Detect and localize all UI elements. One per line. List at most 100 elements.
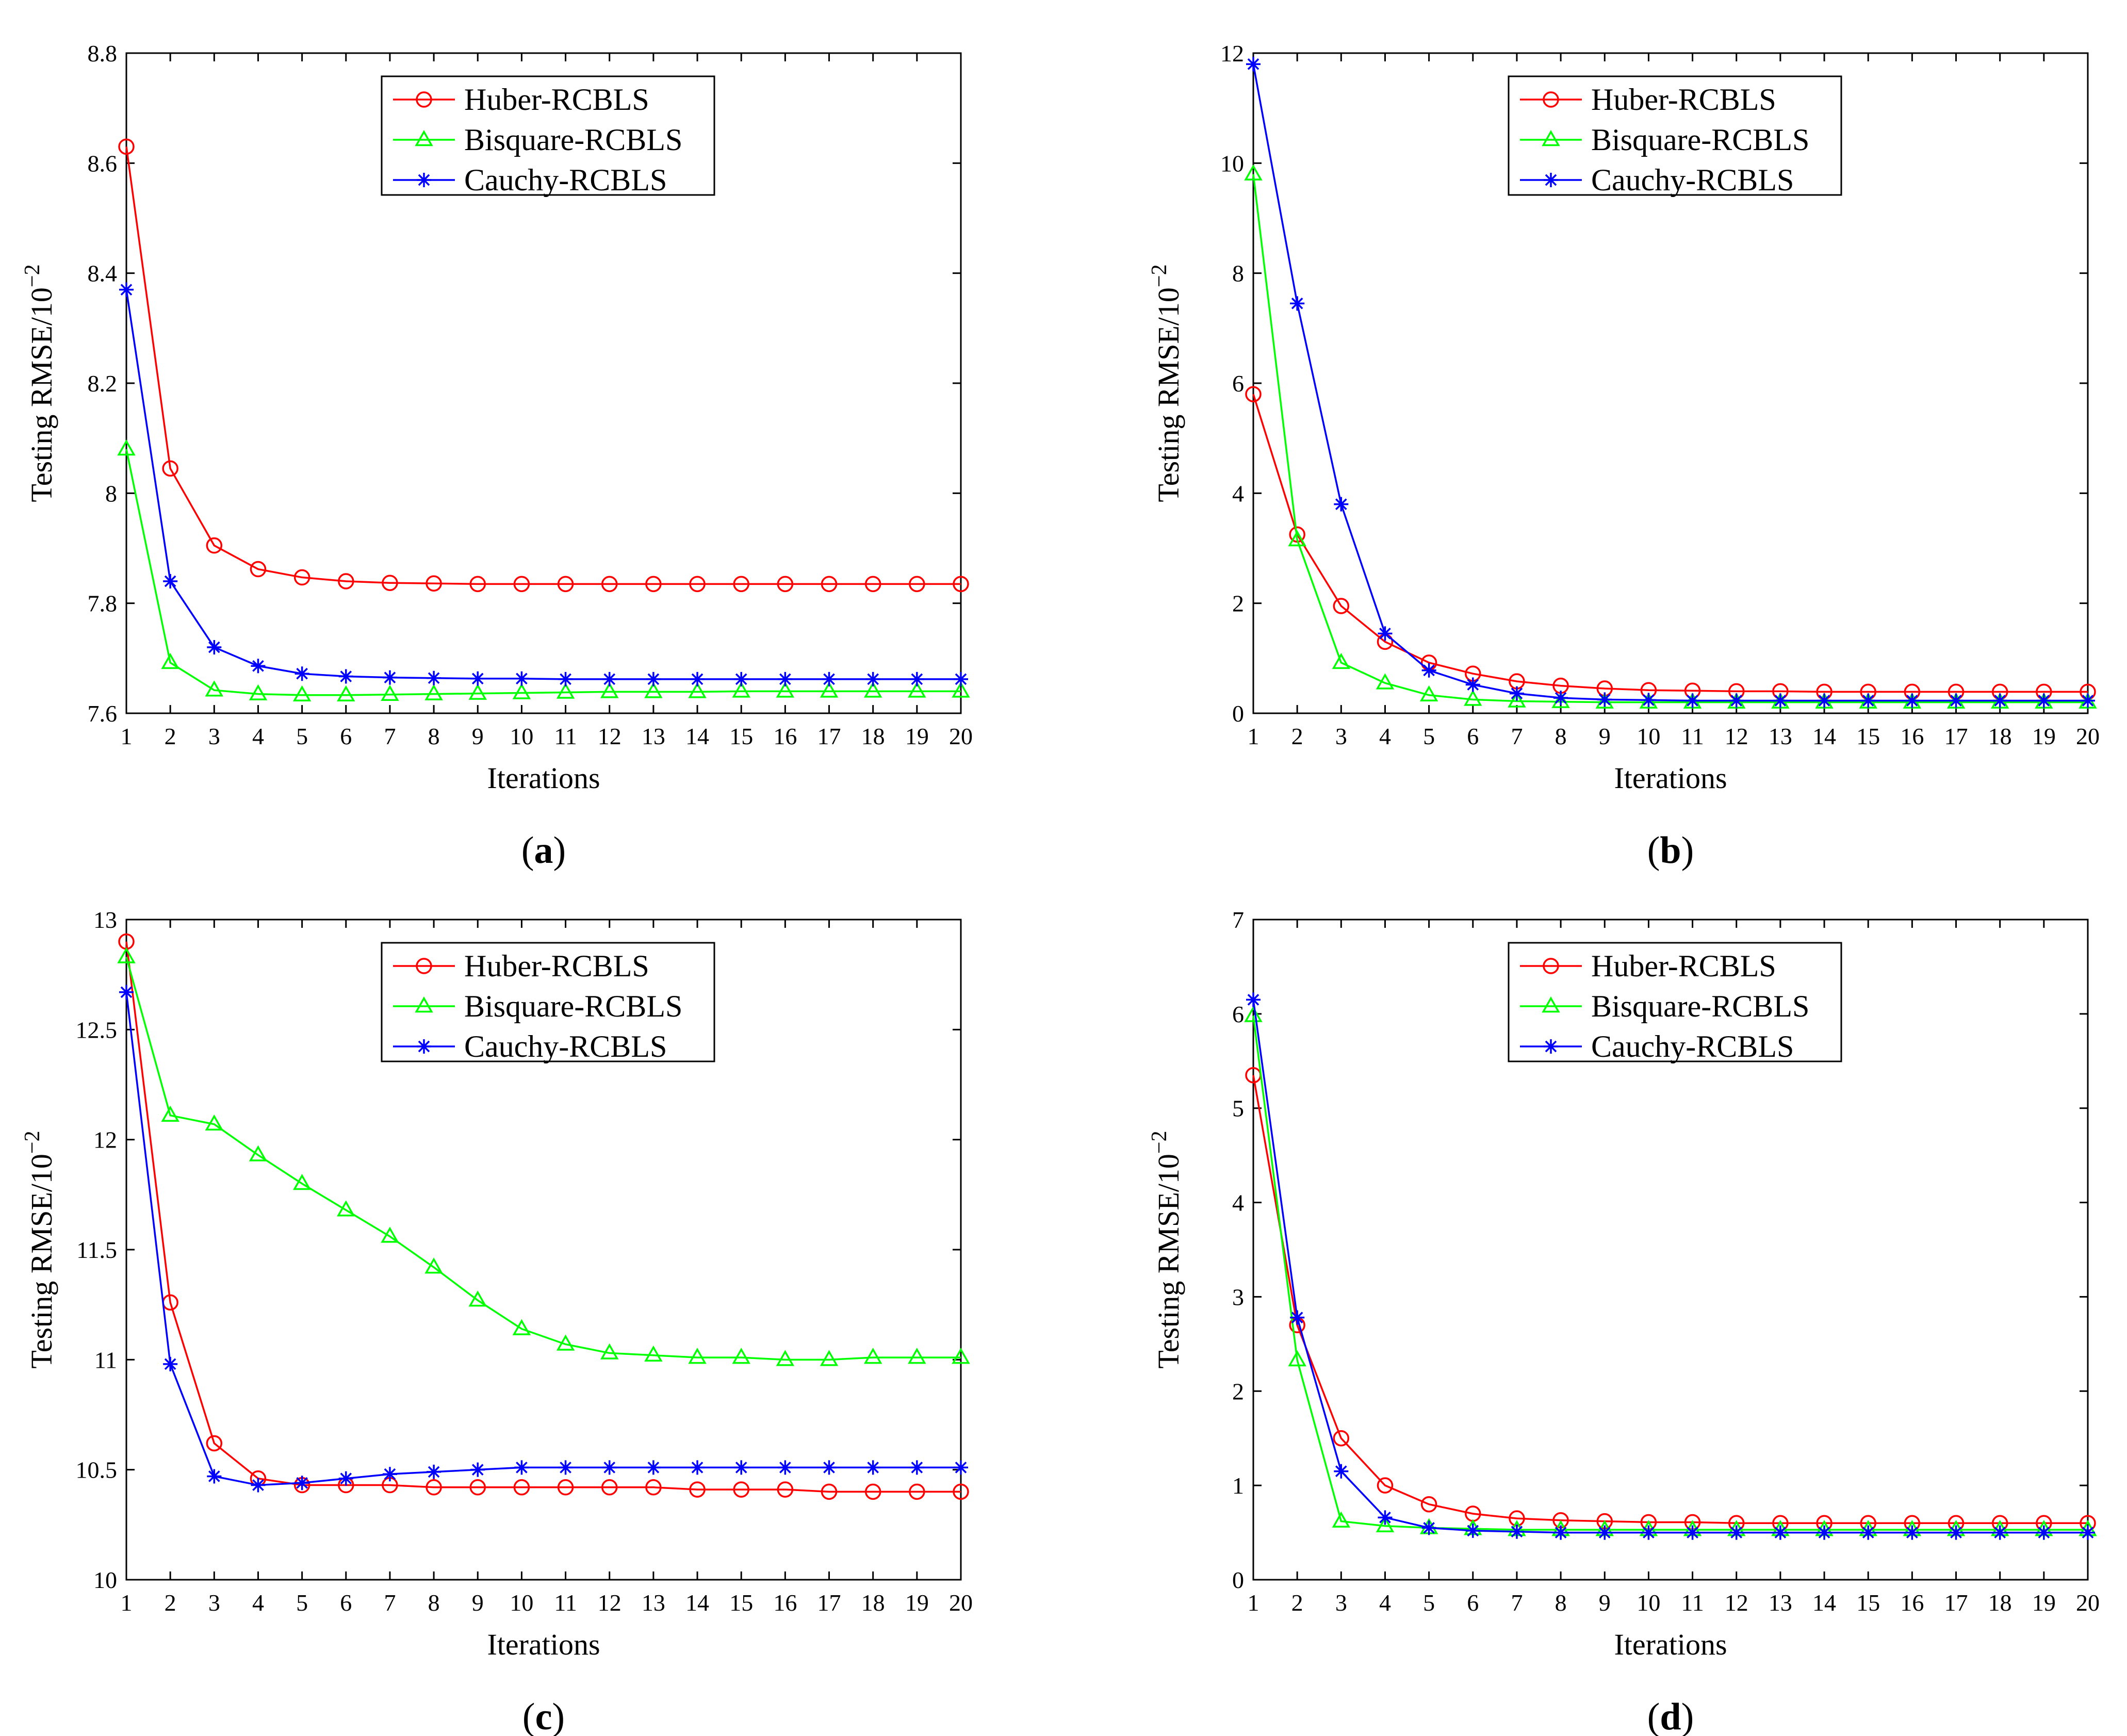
x-tick-label: 14 bbox=[685, 723, 709, 749]
data-point bbox=[468, 1290, 487, 1307]
data-point bbox=[1465, 677, 1480, 692]
x-tick-label: 3 bbox=[1335, 1590, 1347, 1616]
data-point bbox=[512, 683, 531, 699]
data-point bbox=[117, 947, 136, 963]
x-tick-label: 8 bbox=[1555, 1590, 1567, 1616]
y-axis-label-exponent: −2 bbox=[1148, 1131, 1171, 1154]
x-tick-label: 6 bbox=[340, 1590, 352, 1616]
data-point bbox=[864, 576, 881, 593]
x-tick-label: 2 bbox=[1291, 1590, 1303, 1616]
x-tick-label: 9 bbox=[472, 723, 484, 749]
legend-marker bbox=[416, 91, 432, 108]
x-tick-label: 14 bbox=[1812, 723, 1836, 749]
data-point bbox=[734, 1460, 749, 1475]
panel-label: (c) bbox=[522, 1696, 565, 1736]
chart-panel-a: 1 2 3 4 5 6 7 8 9 10 11 12 13 14 15 16 17 18 19 207.67.888.… bbox=[21, 40, 973, 872]
legend-marker bbox=[415, 130, 433, 146]
data-point bbox=[776, 681, 795, 698]
data-point bbox=[338, 669, 353, 684]
x-tick-label: 10 bbox=[510, 723, 533, 749]
data-point bbox=[162, 460, 178, 477]
x-axis-label: Iterations bbox=[487, 761, 600, 795]
y-tick-label: 4 bbox=[1232, 480, 1244, 506]
data-point bbox=[557, 1479, 574, 1496]
x-tick-label: 12 bbox=[598, 1590, 621, 1616]
series-Bisquare-RCBLS bbox=[117, 439, 970, 702]
legend-entry: Cauchy-RCBLS bbox=[464, 1029, 667, 1063]
panel-label: (d) bbox=[1647, 1696, 1694, 1736]
x-tick-label: 14 bbox=[1812, 1590, 1836, 1616]
x-tick-label: 6 bbox=[340, 723, 352, 749]
panel-label: (b) bbox=[1647, 829, 1694, 872]
data-point bbox=[601, 1479, 618, 1496]
x-tick-label: 12 bbox=[1725, 1590, 1748, 1616]
data-point bbox=[1465, 1523, 1480, 1538]
data-point bbox=[734, 672, 749, 686]
data-point bbox=[909, 576, 925, 593]
data-point bbox=[822, 672, 837, 686]
legend-marker bbox=[1544, 173, 1558, 187]
x-axis-label: Iterations bbox=[487, 1628, 600, 1661]
data-point bbox=[1419, 685, 1438, 702]
data-point bbox=[161, 1105, 179, 1122]
data-point bbox=[909, 672, 924, 686]
data-point bbox=[468, 683, 487, 700]
x-tick-label: 5 bbox=[296, 723, 308, 749]
data-point bbox=[863, 1348, 882, 1364]
data-point bbox=[778, 1460, 793, 1475]
legend-entry: Cauchy-RCBLS bbox=[1591, 1029, 1794, 1063]
data-point bbox=[1949, 1525, 1964, 1540]
series-Cauchy-RCBLS bbox=[1246, 992, 2095, 1540]
data-point bbox=[117, 439, 136, 456]
y-axis-label: Testing RMSE/10−2 bbox=[1148, 264, 1185, 502]
data-point bbox=[909, 1460, 924, 1475]
data-point bbox=[382, 575, 398, 591]
x-tick-label: 9 bbox=[472, 1590, 484, 1616]
x-tick-label: 3 bbox=[208, 1590, 220, 1616]
y-tick-label: 12 bbox=[1220, 40, 1244, 67]
series-Cauchy-RCBLS bbox=[119, 282, 968, 686]
series-line bbox=[1252, 1000, 2088, 1534]
data-point bbox=[1597, 692, 1612, 707]
x-tick-label: 2 bbox=[165, 723, 176, 749]
x-tick-label: 19 bbox=[2032, 1590, 2056, 1616]
data-point bbox=[1378, 626, 1393, 641]
data-point bbox=[953, 576, 969, 593]
legend-entry: Huber-RCBLS bbox=[464, 949, 649, 983]
legend-entry: Bisquare-RCBLS bbox=[464, 123, 682, 157]
data-point bbox=[1421, 1520, 1436, 1535]
data-point bbox=[514, 1460, 529, 1475]
chart-panel-c: 1 2 3 4 5 6 7 8 9 10 11 12 13 14 15 16 17 18 19 201010.5111… bbox=[21, 907, 973, 1736]
x-tick-label: 16 bbox=[1900, 723, 1924, 749]
data-point bbox=[207, 1469, 222, 1484]
y-axis-label-exponent: −2 bbox=[21, 1131, 44, 1154]
y-tick-label: 8 bbox=[105, 480, 117, 506]
data-point bbox=[1992, 1525, 2007, 1540]
legend: Huber-RCBLS Bisquare-RCBLS Cauchy-RCBLS bbox=[1508, 942, 1842, 1063]
x-tick-label: 7 bbox=[1511, 723, 1523, 749]
data-point bbox=[689, 576, 706, 593]
legend: Huber-RCBLS Bisquare-RCBLS Cauchy-RCBLS bbox=[381, 75, 715, 197]
y-tick-label: 4 bbox=[1232, 1190, 1244, 1216]
y-tick-label: 13 bbox=[93, 907, 117, 933]
series-line bbox=[125, 146, 961, 585]
y-tick-label: 0 bbox=[1232, 1567, 1244, 1593]
data-point bbox=[119, 282, 134, 297]
x-tick-label: 3 bbox=[208, 723, 220, 749]
data-point bbox=[1464, 690, 1482, 706]
x-axis-label: Iterations bbox=[1614, 761, 1727, 795]
data-point bbox=[908, 1348, 926, 1364]
x-tick-label: 15 bbox=[729, 723, 753, 749]
legend-entry: Huber-RCBLS bbox=[1591, 949, 1776, 983]
y-tick-label: 2 bbox=[1232, 591, 1244, 617]
data-point bbox=[381, 684, 399, 701]
x-tick-label: 16 bbox=[773, 1590, 797, 1616]
data-point bbox=[513, 576, 530, 593]
data-point bbox=[1420, 1496, 1437, 1513]
data-point bbox=[1685, 1525, 1700, 1540]
data-point bbox=[1246, 57, 1261, 72]
data-point bbox=[1817, 693, 1832, 708]
y-tick-label: 0 bbox=[1232, 700, 1244, 727]
data-point bbox=[821, 1483, 838, 1500]
data-point bbox=[382, 1467, 397, 1482]
